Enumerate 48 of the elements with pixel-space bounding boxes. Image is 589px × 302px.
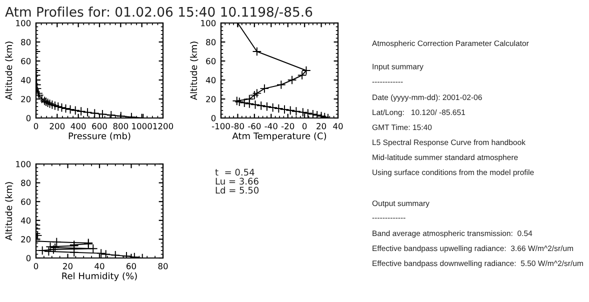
x-axis-title: Pressure (mb) (68, 132, 130, 140)
y-tick-label: 80 (206, 38, 216, 46)
x-tick-label: 40 (333, 123, 343, 130)
y-tick-label: 20 (206, 96, 216, 102)
x-tick-label: -100 (212, 123, 230, 130)
x-tick-label: 400 (70, 123, 86, 130)
text: t = 0.54 (215, 168, 254, 176)
x-tick-label: 0 (34, 263, 38, 270)
y-tick-label: 100 (16, 160, 31, 168)
x-tick-label: -80 (231, 123, 244, 130)
x-axis-title: Atm Temperature (C) (232, 132, 326, 142)
x-tick-label: -60 (248, 123, 261, 130)
y-tick-label: 0 (26, 254, 31, 262)
x-tick-label: 40 (94, 263, 104, 270)
x-tick-label: 0 (302, 123, 307, 130)
y-axis-title: Altitude (km) (190, 42, 198, 100)
y-tick-label: 0 (26, 114, 31, 122)
y-tick-label: 60 (206, 58, 216, 64)
x-tick-label: 200 (50, 123, 65, 130)
y-tick-label: 60 (21, 58, 31, 64)
y-tick-label: 100 (16, 20, 31, 26)
y-tick-label: 40 (20, 76, 31, 84)
x-tick-label: 20 (63, 263, 72, 270)
y-tick-label: 100 (201, 20, 216, 26)
y-tick-label: 40 (20, 217, 31, 224)
x-tick-label: 1200 (153, 123, 174, 130)
x-tick-label: -40 (264, 123, 278, 130)
x-tick-label: 800 (113, 123, 128, 130)
y-tick-label: 20 (21, 96, 31, 102)
x-tick-label: -20 (281, 123, 294, 130)
y-tick-label: 80 (21, 38, 31, 46)
y-axis-title: Altitude (km) (5, 182, 14, 241)
chart-title: Atm Profiles for: 01.02.06 15:40 10.1198/-85.6 (5, 6, 312, 18)
x-tick-label: 1000 (132, 123, 152, 130)
x-tick-label: 60 (126, 263, 136, 270)
x-tick-label: 80 (158, 263, 168, 270)
text: Ld = 5.50 (216, 186, 259, 194)
y-tick-label: 60 (21, 198, 31, 205)
text: Lu = 3.66 (216, 178, 258, 185)
x-tick-label: 600 (92, 123, 107, 130)
y-tick-label: 0 (211, 114, 216, 122)
y-tick-label: 80 (21, 180, 31, 186)
y-tick-label: 40 (206, 76, 216, 84)
x-tick-label: 0 (34, 123, 38, 130)
x-axis-title: Rel Humidity (%) (62, 272, 137, 282)
y-tick-label: 20 (21, 236, 31, 242)
x-tick-label: 20 (316, 123, 326, 130)
y-axis-title: Altitude (km) (5, 42, 14, 100)
